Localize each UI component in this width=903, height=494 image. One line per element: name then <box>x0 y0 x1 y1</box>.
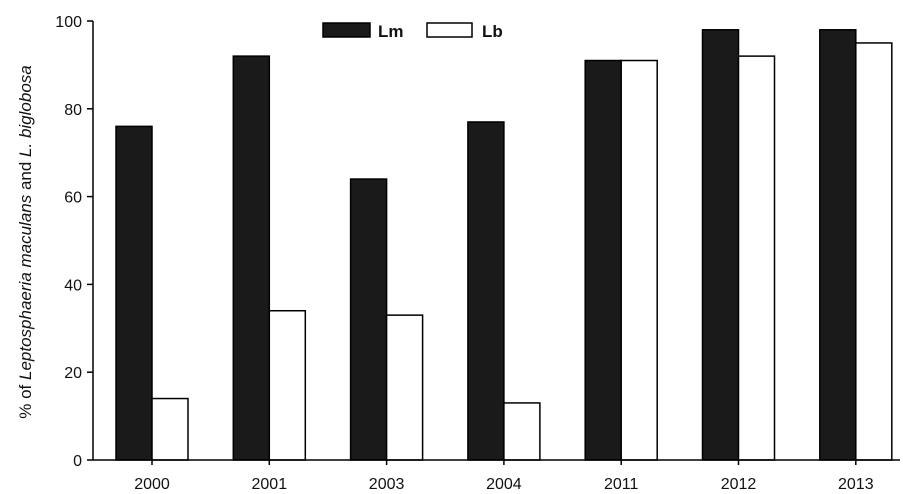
x-tick-label-2000: 2000 <box>134 476 170 493</box>
x-tick-label-2001: 2001 <box>252 476 288 493</box>
y-tick-label-20: 20 <box>64 365 82 382</box>
y-tick-label-0: 0 <box>73 453 82 470</box>
bar-lm-2001 <box>232 55 271 461</box>
bar-lm-2011 <box>584 59 622 461</box>
y-axis-label-part3: and <box>16 157 35 195</box>
x-tick-label-2013: 2013 <box>838 476 874 493</box>
y-axis-label: % of Leptosphaeria maculans and L. biglo… <box>16 65 35 418</box>
bar-lm-2004 <box>467 121 505 461</box>
y-tick-label-80: 80 <box>64 102 82 119</box>
y-axis-label-part2: Leptosphaeria maculans <box>16 194 35 380</box>
bar-lm-2013 <box>819 29 857 461</box>
y-axis-label-part1: % of <box>16 380 35 419</box>
legend-swatch-lm <box>322 22 371 38</box>
bar-lb-2001 <box>268 309 307 461</box>
bar-lb-2000 <box>151 397 189 461</box>
legend-label-lb: Lb <box>482 22 503 41</box>
bar-lm-2012 <box>701 29 740 461</box>
x-tick-label-2011: 2011 <box>604 476 639 493</box>
x-tick-label-2004: 2004 <box>486 476 522 493</box>
bar-lm-2000 <box>115 125 153 461</box>
bar-lb-2003 <box>385 314 424 461</box>
axes-group <box>92 21 900 461</box>
legend-label-lm: Lm <box>378 22 404 41</box>
y-tick-label-40: 40 <box>64 277 82 294</box>
bar-lm-2003 <box>349 178 388 461</box>
bar-lb-2004 <box>503 402 541 461</box>
legend-swatch-lb <box>426 22 473 38</box>
bar-lb-2013 <box>855 42 893 461</box>
x-tick-label-2003: 2003 <box>369 476 405 493</box>
y-tick-label-100: 100 <box>55 14 82 31</box>
bar-lb-2012 <box>737 55 776 461</box>
bars-group <box>115 29 893 461</box>
y-tick-label-60: 60 <box>64 190 82 207</box>
y-axis-label-part4: L. biglobosa <box>16 65 35 157</box>
legend: Lm Lb <box>322 22 503 41</box>
ticks-group: 2000 2001 2003 2004 2011 2012 2013 0 20 40 60 80 100 <box>55 14 873 493</box>
x-tick-label-2012: 2012 <box>721 476 757 493</box>
bar-lb-2011 <box>620 59 658 461</box>
